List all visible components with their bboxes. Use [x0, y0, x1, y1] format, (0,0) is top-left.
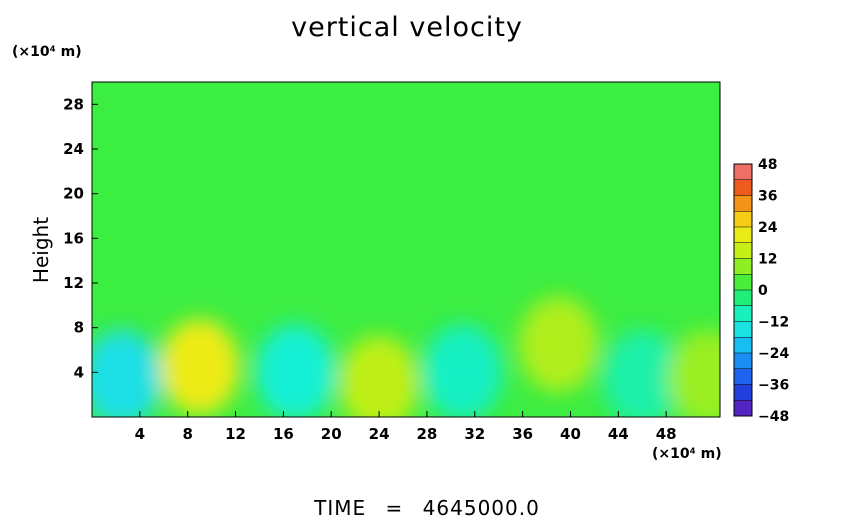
velocity-field: [92, 82, 720, 417]
colorbar-swatch: [734, 195, 752, 212]
field-cell-2: [255, 324, 336, 417]
field-cell-1: [159, 318, 240, 415]
time-label: TIME: [314, 496, 367, 520]
colorbar-tick-label: 0: [758, 283, 768, 299]
x-tick-label: 32: [464, 425, 485, 443]
colorbar-tick-label: −12: [758, 315, 789, 331]
y-tick-label: 28: [63, 95, 84, 113]
colorbar-tick-label: −36: [758, 378, 789, 394]
y-axis-label: Height: [29, 217, 53, 283]
y-tick-label: 12: [63, 274, 84, 292]
colorbar-tick-label: 36: [758, 189, 777, 205]
colorbar-tick-label: −48: [758, 409, 789, 425]
colorbar-swatch: [734, 164, 752, 181]
field-cell-7: [668, 329, 720, 417]
y-axis-unit: (×10⁴ m): [12, 44, 82, 60]
y-tick-label: 8: [74, 319, 84, 337]
time-value: 4645000.0: [422, 496, 540, 520]
x-tick-label: 24: [369, 425, 390, 443]
x-tick-label: 4: [135, 425, 145, 443]
colorbar-tick-label: −24: [758, 346, 789, 362]
y-tick-label: 16: [63, 229, 84, 247]
colorbar-tick-label: 24: [758, 220, 778, 236]
x-tick-label: 8: [182, 425, 192, 443]
field-cell-4: [422, 324, 503, 417]
x-tick-label: 44: [608, 425, 629, 443]
x-tick-label: 36: [512, 425, 533, 443]
colorbar-swatch: [734, 179, 752, 196]
y-tick-label: 24: [63, 140, 84, 158]
x-tick-label: 16: [273, 425, 294, 443]
x-tick-label: 20: [321, 425, 342, 443]
colorbar-swatch: [734, 337, 752, 354]
colorbar-swatch: [734, 258, 752, 275]
x-axis-unit: (×10⁴ m): [652, 446, 722, 462]
x-tick-label: 12: [225, 425, 246, 443]
x-tick-label: 48: [656, 425, 677, 443]
x-tick-label: 40: [560, 425, 581, 443]
plot-frame: [91, 81, 721, 418]
colorbar-tick-label: 48: [758, 157, 777, 173]
colorbar-swatch: [734, 368, 752, 385]
colorbar-swatch: [734, 305, 752, 322]
chart-title: vertical velocity: [291, 12, 523, 43]
x-tick-label: 28: [416, 425, 437, 443]
colorbar-swatch: [734, 353, 752, 370]
field-cell-6: [602, 329, 683, 417]
field-cell-0: [92, 329, 162, 417]
time-equals: =: [385, 496, 404, 520]
colorbar-swatch: [734, 321, 752, 338]
field-cell-5: [518, 296, 599, 393]
colorbar-swatch: [734, 290, 752, 307]
colorbar-swatch: [734, 211, 752, 228]
colorbar-swatch: [734, 400, 752, 417]
field-cell-3: [339, 335, 420, 417]
colorbar-swatch: [734, 274, 752, 291]
colorbar-swatch: [734, 227, 752, 244]
colorbar-swatch: [734, 384, 752, 401]
y-tick-label: 4: [74, 363, 84, 381]
colorbar-swatch: [734, 242, 752, 259]
time-readout: TIME = 4645000.0: [0, 496, 854, 520]
colorbar: 48 36 24 12 0 −12 −24 −36 −48: [733, 157, 789, 425]
colorbar-tick-label: 12: [758, 252, 777, 268]
colorbar-frame: [733, 163, 753, 417]
y-tick-label: 20: [63, 185, 84, 203]
